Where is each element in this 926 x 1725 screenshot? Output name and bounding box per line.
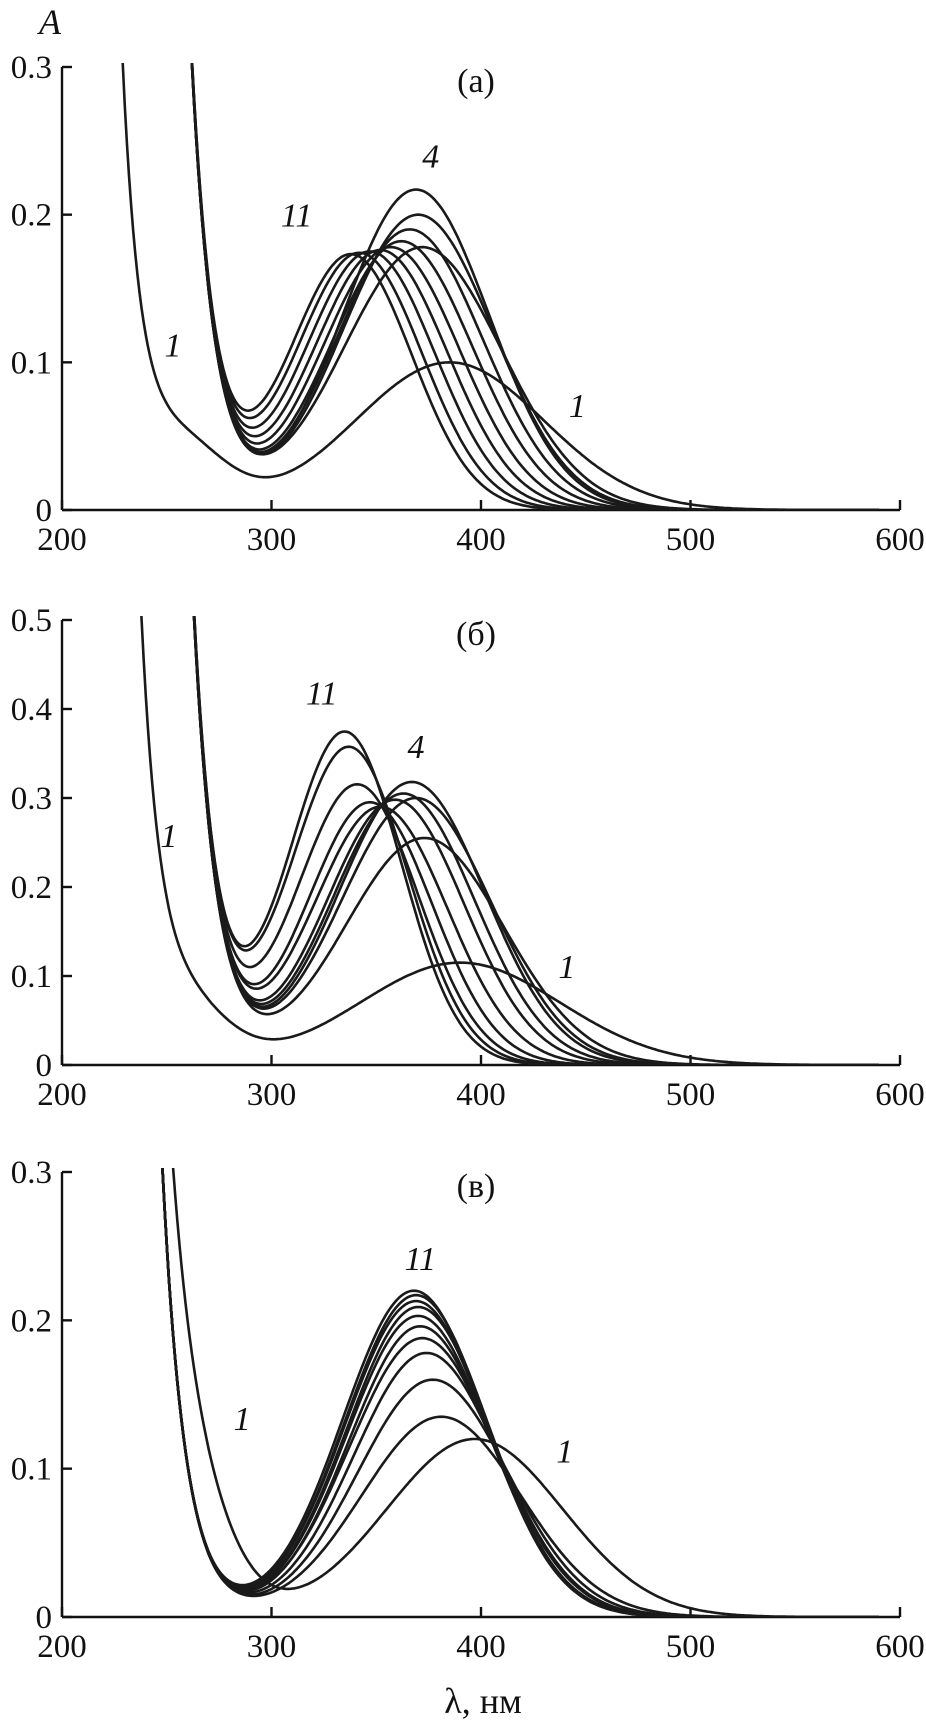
x-axis-title: λ, нм [444, 1681, 522, 1721]
curve-number-label: 11 [306, 676, 337, 713]
y-tick-label: 0.1 [11, 959, 52, 995]
x-tick-label: 600 [875, 522, 925, 558]
curve-number-label: 1 [160, 818, 177, 855]
curve-number-label: 11 [405, 1241, 436, 1278]
spectrum-curve-11 [161, 1168, 879, 1617]
curve-number-label: 1 [558, 949, 575, 986]
spectrum-curve-7 [190, 63, 879, 510]
y-tick-label: 0.2 [11, 1303, 52, 1339]
curves-group [140, 616, 879, 1065]
curve-number-label: 4 [422, 138, 439, 175]
spectrum-curve-9 [192, 616, 879, 1065]
y-tick-label: 0.3 [11, 781, 52, 817]
curves-group [121, 63, 879, 510]
y-tick-label: 0 [36, 493, 53, 529]
x-tick-label: 200 [37, 1629, 87, 1665]
spectrum-curve-11 [190, 63, 879, 510]
x-tick-label: 400 [456, 522, 506, 558]
y-tick-label: 0.4 [11, 692, 52, 728]
x-tick-label: 200 [37, 1077, 87, 1113]
panel-label: (а) [457, 63, 495, 100]
y-tick-label: 0.5 [11, 603, 52, 639]
y-tick-label: 0.2 [11, 870, 52, 906]
x-tick-label: 300 [247, 1077, 297, 1113]
y-tick-label: 0 [36, 1048, 53, 1084]
y-tick-label: 0 [36, 1600, 53, 1636]
x-tick-label: 500 [666, 522, 716, 558]
spectrum-curve-8 [190, 63, 879, 510]
x-tick-label: 400 [456, 1077, 506, 1113]
x-tick-label: 600 [875, 1077, 925, 1113]
spectrum-curve-10 [190, 63, 879, 510]
panel-label: (б) [456, 616, 496, 653]
spectrum-curve-8 [192, 616, 879, 1065]
curve-number-label: 1 [569, 388, 586, 425]
y-tick-label: 0.1 [11, 345, 52, 381]
panel-label: (в) [457, 1168, 496, 1205]
y-tick-label: 0.3 [11, 50, 52, 86]
curves-group [161, 1168, 879, 1617]
curve-number-label: 1 [556, 1434, 573, 1471]
x-tick-label: 600 [875, 1629, 925, 1665]
x-tick-label: 500 [666, 1629, 716, 1665]
y-tick-label: 0.2 [11, 198, 52, 234]
y-tick-label: 0.3 [11, 1155, 52, 1191]
spectrum-curve-11 [193, 616, 879, 1065]
spectrum-curve-6 [192, 616, 879, 1065]
curve-number-label: 4 [408, 729, 425, 766]
x-tick-label: 200 [37, 522, 87, 558]
x-tick-label: 400 [456, 1629, 506, 1665]
spectrum-curve-9 [190, 63, 879, 510]
x-tick-label: 500 [666, 1077, 716, 1113]
y-tick-label: 0.1 [11, 1452, 52, 1488]
x-tick-label: 300 [247, 522, 297, 558]
x-tick-label: 300 [247, 1629, 297, 1665]
y-axis-title: A [37, 2, 62, 42]
curve-number-label: 1 [165, 327, 182, 364]
curve-number-label: 1 [234, 1401, 251, 1438]
curve-number-label: 11 [281, 197, 312, 234]
